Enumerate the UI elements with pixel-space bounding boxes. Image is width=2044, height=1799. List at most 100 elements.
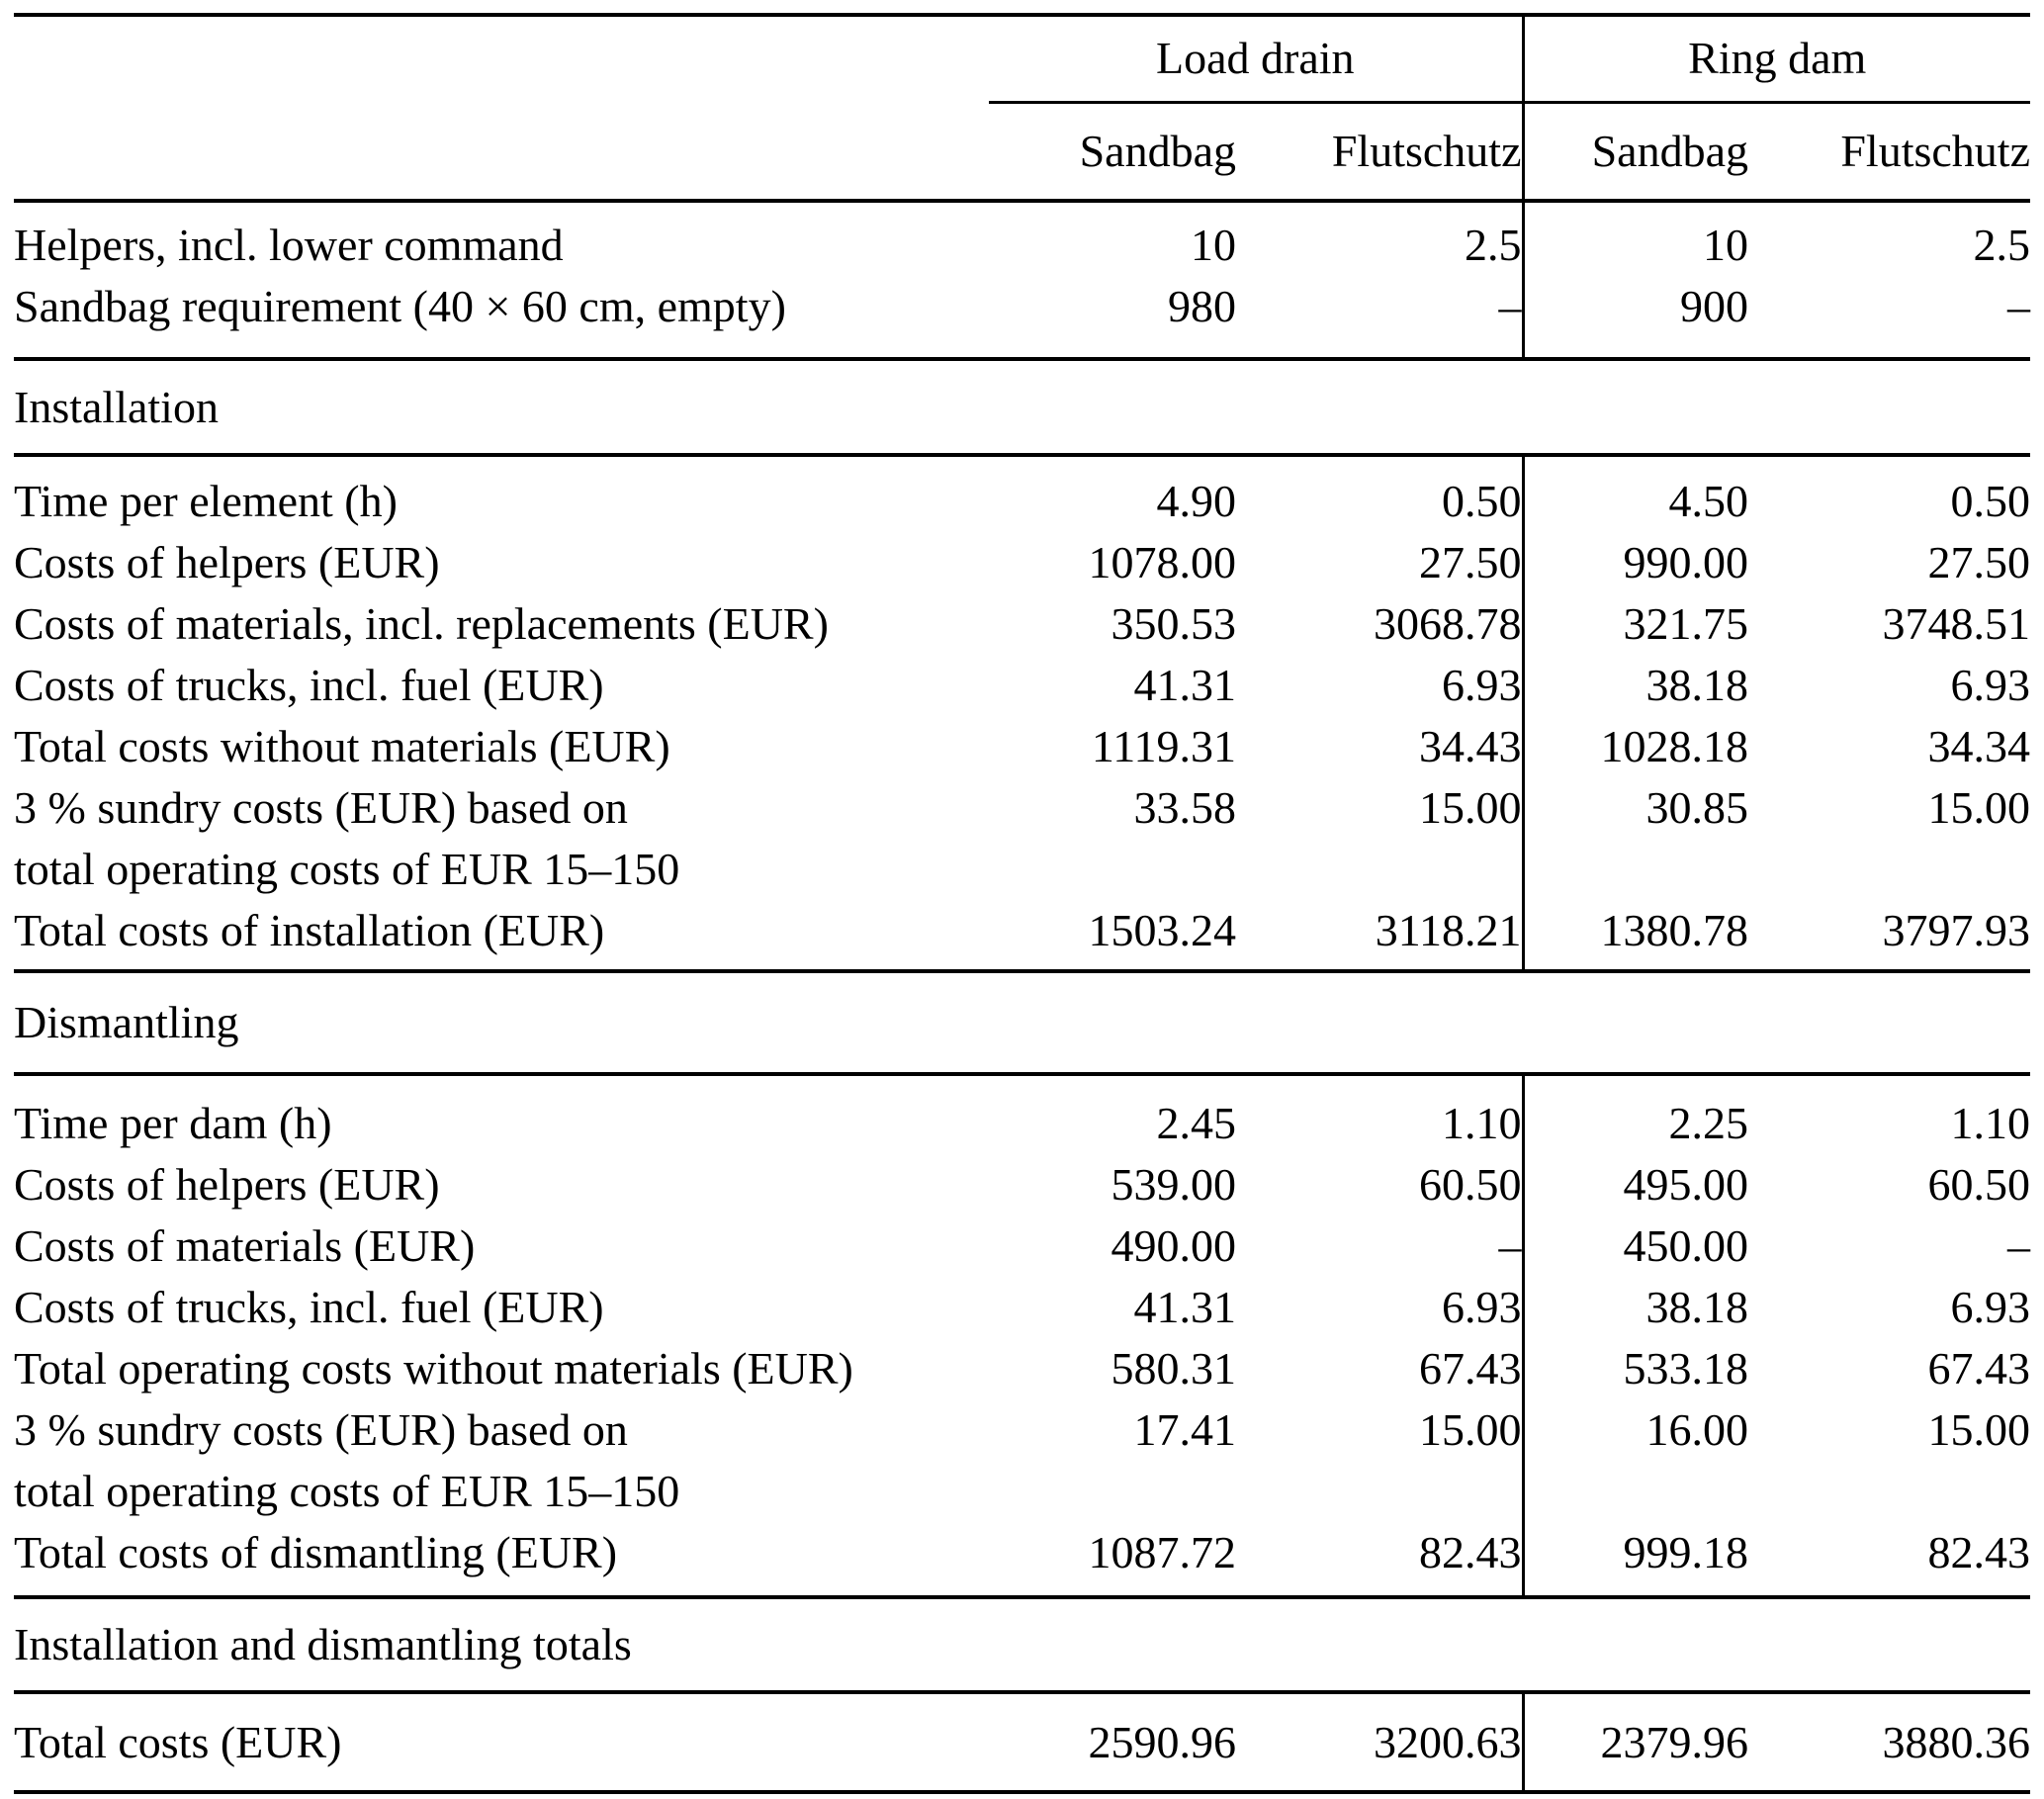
cell-value: 1503.24 [989, 900, 1236, 973]
col-group-ring-dam: Ring dam [1521, 13, 2031, 104]
subheader-sandbag-load-drain: Sandbag [989, 102, 1236, 203]
cell-value: 6.93 [1950, 660, 2031, 710]
cell-value: 3748.51 [1882, 598, 2031, 649]
table-row-grand-total: Total costs (EUR) 2590.96 3200.63 2379.9… [14, 1692, 2031, 1794]
sub-header-row: Sandbag Flutschutz Sandbag Flutschutz [14, 102, 2031, 203]
cell-value: 321.75 [1521, 593, 1748, 655]
section-header-row: Installation and dismantling totals [14, 1597, 2031, 1694]
cell-value: 1119.31 [1091, 721, 1236, 771]
section-title-totals: Installation and dismantling totals [14, 1597, 2031, 1694]
cell-value: 533.18 [1521, 1338, 1748, 1399]
cell-value: 6.93 [1442, 1282, 1522, 1332]
cell-value: 10 [1191, 220, 1236, 270]
cell-value: 1078.00 [1088, 537, 1237, 587]
table-row: Helpers, incl. lower command 10 2.5 10 2… [14, 201, 2030, 276]
row-label: Total costs (EUR) [14, 1692, 989, 1794]
row-label: Total costs of installation (EUR) [14, 900, 989, 973]
table-row: Costs of materials, incl. replacements (… [14, 593, 2030, 655]
cell-value: 980 [989, 276, 1236, 361]
cell-value: 2379.96 [1521, 1692, 1748, 1794]
cell-value: 999.18 [1521, 1522, 1748, 1599]
cell-value [1521, 839, 1748, 900]
section-header-row: Dismantling [14, 971, 2031, 1076]
cell-value: 34.43 [1419, 721, 1522, 771]
cell-value: 580.31 [1111, 1343, 1237, 1394]
cell-value: – [2007, 1220, 2031, 1271]
table-row: Total costs without materials (EUR) 1119… [14, 716, 2030, 777]
row-label: Total costs without materials (EUR) [14, 721, 670, 771]
cell-value: 41.31 [1133, 660, 1237, 710]
cell-value [989, 1461, 1236, 1522]
row-label: total operating costs of EUR 15–150 [14, 1466, 680, 1516]
cell-value: 3880.36 [1748, 1692, 2031, 1794]
cell-value [1236, 839, 1523, 900]
cell-value [1748, 839, 2030, 900]
cell-value: 450.00 [1521, 1215, 1748, 1277]
cell-value: 82.43 [1748, 1522, 2031, 1599]
cell-value: 33.58 [1133, 782, 1237, 833]
cell-value: 2590.96 [989, 1692, 1236, 1794]
cell-value: 4.50 [1521, 455, 1748, 532]
cell-value: – [1498, 1220, 1522, 1271]
cell-value: 2.5 [1465, 220, 1522, 270]
cell-value: 15.00 [1419, 1404, 1522, 1455]
table-row-continuation: total operating costs of EUR 15–150 [14, 1461, 2030, 1522]
cell-value: 2.25 [1521, 1074, 1748, 1154]
cell-value: 900 [1521, 276, 1748, 361]
row-label: Time per element (h) [14, 476, 398, 526]
cell-value: 1028.18 [1521, 716, 1748, 777]
table-row: Time per element (h) 4.90 0.50 4.50 0.50 [14, 455, 2030, 532]
cell-value: 15.00 [1927, 1404, 2031, 1455]
cell-value: 34.34 [1927, 721, 2031, 771]
group-header-spacer [14, 13, 989, 102]
cell-value: 38.18 [1521, 655, 1748, 716]
row-label: 3 % sundry costs (EUR) based on [14, 1404, 628, 1455]
cell-value: 30.85 [1521, 777, 1748, 839]
section-header-row: Installation [14, 359, 2031, 457]
cell-value: 60.50 [1419, 1159, 1522, 1210]
cell-value: 41.31 [1133, 1282, 1237, 1332]
cell-value: 990.00 [1521, 532, 1748, 593]
subheader-flutschutz-ring-dam: Flutschutz [1748, 102, 2031, 203]
table-row: 3 % sundry costs (EUR) based on 33.58 15… [14, 777, 2030, 839]
cell-value: 4.90 [1156, 476, 1237, 526]
table-row: Costs of trucks, incl. fuel (EUR) 41.31 … [14, 655, 2030, 716]
row-label: Costs of trucks, incl. fuel (EUR) [14, 660, 604, 710]
row-label: Helpers, incl. lower command [14, 220, 564, 270]
table-row: Costs of helpers (EUR) 1078.00 27.50 990… [14, 532, 2030, 593]
table-row: 3 % sundry costs (EUR) based on 17.41 15… [14, 1399, 2030, 1461]
cell-value: 6.93 [1442, 660, 1522, 710]
cell-value: 3200.63 [1236, 1692, 1523, 1794]
cell-value: – [1236, 276, 1523, 361]
row-label: Costs of materials (EUR) [14, 1220, 476, 1271]
cell-value: 38.18 [1521, 1277, 1748, 1338]
cell-value: 16.00 [1521, 1399, 1748, 1461]
table-row: Time per dam (h) 2.45 1.10 2.25 1.10 [14, 1074, 2030, 1154]
sub-header-spacer [14, 102, 989, 203]
cell-value: 0.50 [1950, 476, 2031, 526]
section-title-dismantling: Dismantling [14, 971, 2031, 1076]
section-title-installation: Installation [14, 359, 2031, 457]
row-label: Costs of helpers (EUR) [14, 1159, 440, 1210]
cell-value: 82.43 [1236, 1522, 1523, 1599]
row-label: Costs of helpers (EUR) [14, 537, 440, 587]
cell-value: 3068.78 [1374, 598, 1522, 649]
cell-value: 2.45 [1156, 1098, 1237, 1148]
cell-value: 15.00 [1927, 782, 2031, 833]
cell-value: 1380.78 [1521, 900, 1748, 973]
table-row: Costs of trucks, incl. fuel (EUR) 41.31 … [14, 1277, 2030, 1338]
cell-value [1236, 1461, 1523, 1522]
cell-value: 495.00 [1521, 1154, 1748, 1215]
cell-value: 27.50 [1419, 537, 1522, 587]
cell-value: 2.5 [1973, 220, 2031, 270]
table-row: Costs of materials (EUR) 490.00 – 450.00… [14, 1215, 2030, 1277]
cell-value: 3118.21 [1236, 900, 1523, 973]
row-label: total operating costs of EUR 15–150 [14, 844, 680, 894]
row-label: Total costs of dismantling (EUR) [14, 1522, 989, 1599]
cell-value: 67.43 [1927, 1343, 2031, 1394]
group-header-row: Load drain Ring dam [14, 13, 2031, 104]
row-label: Time per dam (h) [14, 1098, 332, 1148]
col-group-load-drain: Load drain [989, 13, 1523, 104]
table-row: Sandbag requirement (40 × 60 cm, empty) … [14, 276, 2031, 361]
